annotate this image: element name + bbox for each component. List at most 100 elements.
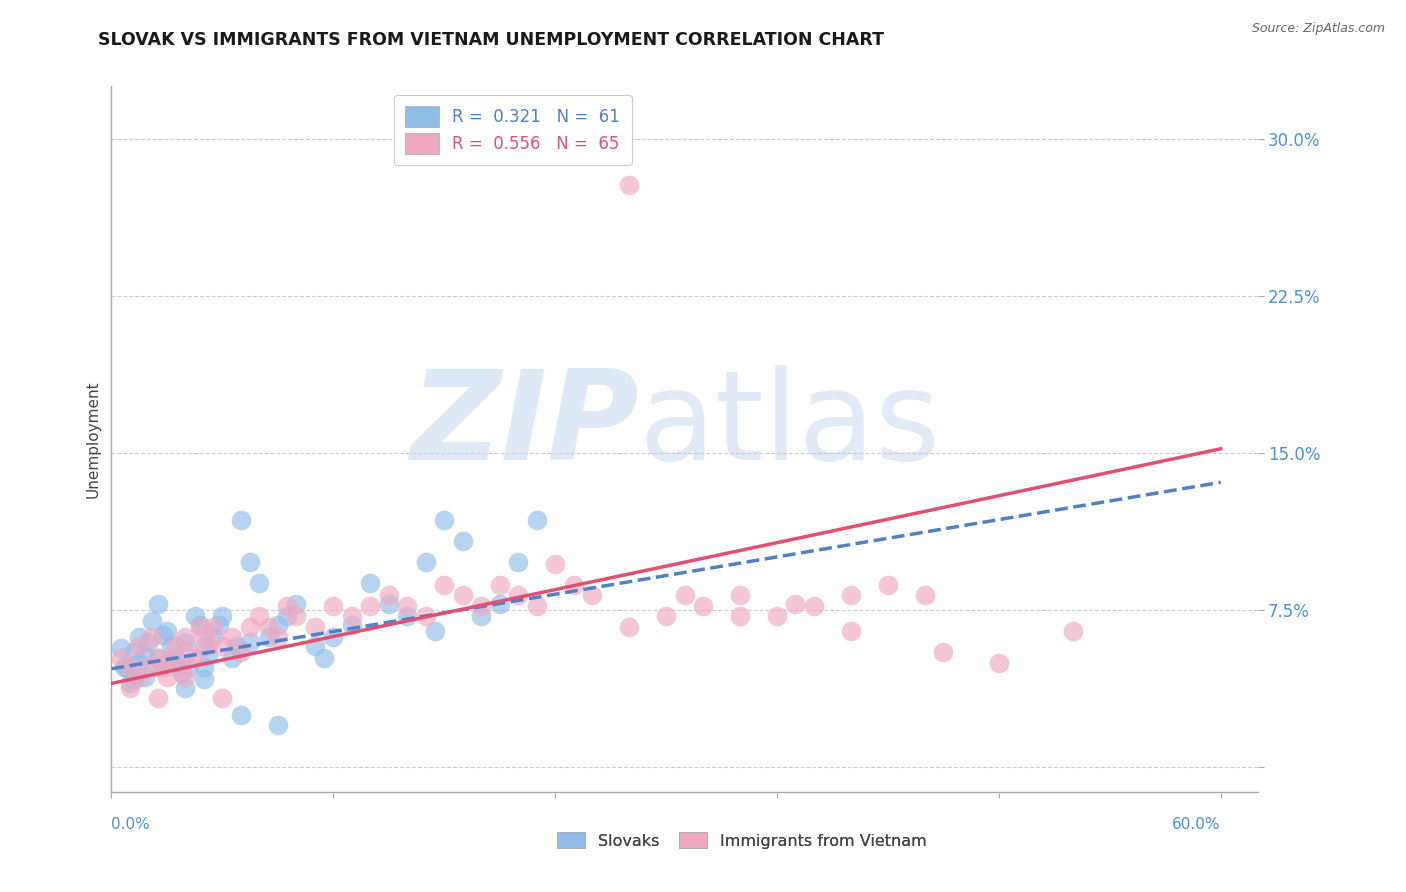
Point [208, 617, 231, 632]
Point [267, 718, 290, 732]
Point [170, 665, 193, 680]
Point [396, 599, 419, 613]
Point [197, 639, 219, 653]
Point [229, 645, 252, 659]
Point [115, 659, 138, 673]
Point [267, 631, 290, 645]
Point [617, 178, 640, 192]
Point [396, 609, 419, 624]
Point [174, 670, 197, 684]
Point [128, 656, 150, 670]
Point [247, 575, 270, 590]
Point [322, 599, 344, 613]
Point [183, 651, 205, 665]
Point [508, 589, 530, 603]
Text: 0.0%: 0.0% [111, 817, 150, 832]
Point [526, 513, 548, 527]
Point [197, 649, 219, 664]
Point [914, 589, 936, 603]
Point [110, 651, 132, 665]
Text: SLOVAK VS IMMIGRANTS FROM VIETNAM UNEMPLOYMENT CORRELATION CHART: SLOVAK VS IMMIGRANTS FROM VIETNAM UNEMPL… [98, 31, 884, 49]
Point [202, 620, 225, 634]
Point [239, 620, 262, 634]
Point [415, 609, 437, 624]
Point [165, 639, 187, 653]
Point [655, 609, 678, 624]
Point [340, 617, 363, 632]
Point [257, 620, 280, 634]
Point [211, 609, 233, 624]
Point [177, 659, 200, 673]
Point [118, 681, 141, 695]
Point [188, 617, 211, 632]
Point [1062, 624, 1084, 638]
Text: 60.0%: 60.0% [1173, 817, 1220, 832]
Point [673, 589, 696, 603]
Point [174, 634, 197, 648]
Legend: Slovaks, Immigrants from Vietnam: Slovaks, Immigrants from Vietnam [550, 826, 934, 855]
Point [193, 659, 215, 673]
Point [134, 670, 156, 684]
Point [451, 533, 474, 548]
Text: atlas: atlas [638, 365, 941, 486]
Point [156, 670, 179, 684]
Point [193, 631, 215, 645]
Point [183, 609, 205, 624]
Point [285, 597, 308, 611]
Point [159, 639, 181, 653]
Point [987, 656, 1010, 670]
Point [128, 670, 150, 684]
Point [877, 578, 900, 592]
Point [118, 676, 141, 690]
Point [165, 651, 187, 665]
Point [146, 691, 169, 706]
Point [152, 659, 174, 673]
Point [285, 609, 308, 624]
Point [451, 589, 474, 603]
Point [267, 617, 290, 632]
Point [488, 578, 510, 592]
Point [322, 631, 344, 645]
Point [193, 639, 215, 653]
Point [276, 609, 298, 624]
Point [617, 620, 640, 634]
Point [229, 513, 252, 527]
Point [728, 609, 751, 624]
Point [377, 589, 399, 603]
Point [177, 645, 200, 659]
Point [423, 624, 446, 638]
Point [152, 628, 174, 642]
Point [304, 620, 326, 634]
Point [128, 639, 150, 653]
Text: ZIP: ZIP [411, 365, 638, 486]
Point [276, 599, 298, 613]
Point [122, 645, 145, 659]
Point [247, 609, 270, 624]
Point [304, 639, 326, 653]
Point [470, 599, 492, 613]
Point [766, 609, 789, 624]
Point [221, 631, 243, 645]
Point [508, 555, 530, 569]
Point [174, 631, 197, 645]
Point [226, 639, 249, 653]
Point [728, 589, 751, 603]
Point [188, 620, 211, 634]
Point [359, 599, 381, 613]
Point [312, 651, 335, 665]
Point [141, 631, 163, 645]
Point [359, 575, 381, 590]
Point [839, 589, 862, 603]
Point [526, 599, 548, 613]
Point [239, 634, 262, 648]
Point [257, 631, 280, 645]
Point [134, 649, 156, 664]
Point [470, 609, 492, 624]
Point [433, 513, 456, 527]
Point [544, 557, 567, 571]
Point [138, 634, 160, 648]
Point [141, 614, 163, 628]
Point [159, 651, 181, 665]
Point [562, 578, 585, 592]
Point [221, 651, 243, 665]
